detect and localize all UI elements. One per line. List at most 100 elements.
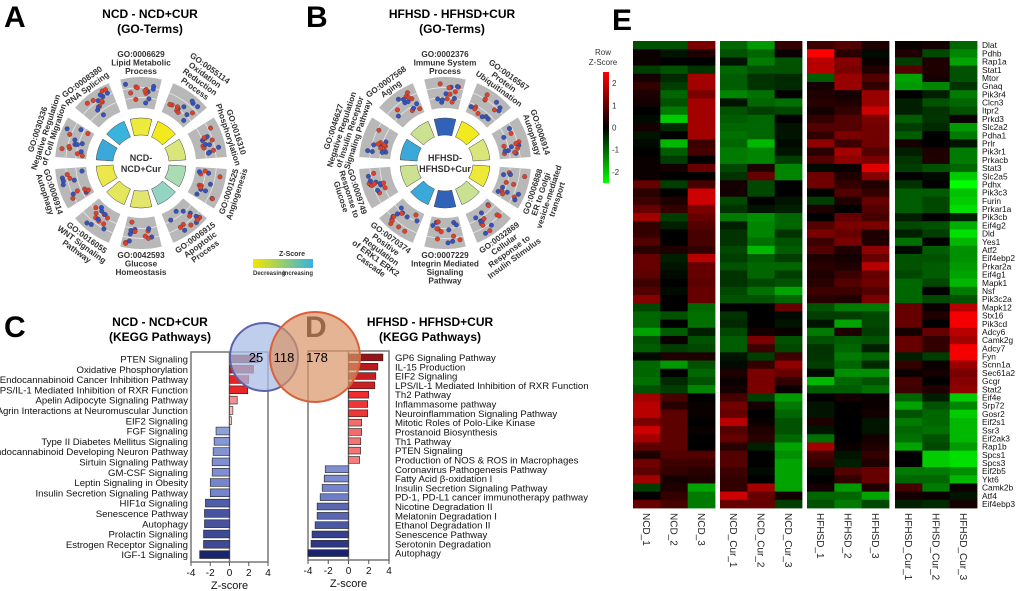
heatmap-cell — [861, 65, 890, 75]
venn-left-count: 25 — [249, 350, 263, 365]
gene-dot — [444, 96, 450, 102]
gene-dot — [414, 101, 420, 107]
heatmap-cell — [720, 344, 748, 353]
heatmap-cell — [922, 401, 951, 411]
heatmap-cell — [747, 475, 776, 484]
heatmap-cell — [807, 172, 835, 181]
heatmap-cell — [720, 73, 748, 83]
heatmap-cell — [861, 90, 890, 99]
gene-label: Rap1b — [982, 442, 1007, 452]
gene-label: Atf2 — [982, 245, 997, 255]
heatmap-cell — [807, 163, 835, 173]
gene-dot — [88, 222, 94, 227]
heatmap-cell — [861, 98, 890, 107]
heatmap-cell — [861, 172, 890, 181]
heatmap-cell — [861, 81, 890, 91]
gene-dot — [175, 109, 181, 115]
heatmap-cell — [895, 155, 923, 165]
heatmap-cell — [774, 172, 803, 181]
x-axis-label: Z-score — [330, 578, 367, 590]
heatmap-cell — [720, 204, 748, 214]
bar — [199, 550, 230, 559]
heatmap-cell — [747, 303, 776, 312]
heatmap-cell — [747, 368, 776, 378]
gene-label: Pik3c3 — [982, 188, 1007, 198]
heatmap-cell — [861, 237, 890, 247]
heatmap-cell — [949, 49, 978, 58]
gene-label: Eif4e — [982, 392, 1001, 402]
gene-dot — [434, 226, 440, 232]
heatmap-cell — [895, 262, 923, 271]
heatmap-cell — [687, 393, 716, 402]
heatmap-cell — [720, 139, 748, 148]
heatmap-cell — [774, 98, 803, 107]
category-label: Type II Diabetes Mellitus Signaling — [41, 437, 188, 448]
heatmap-cell — [807, 237, 835, 247]
heatmap-cell — [861, 278, 890, 288]
heatmap-cell — [687, 196, 716, 206]
heatmap-cell — [922, 270, 951, 279]
heatmap-cell — [774, 352, 803, 361]
heatmap-cell — [660, 147, 689, 157]
heatmap-cell — [895, 491, 923, 501]
heatmap-cell — [720, 442, 748, 452]
heatmap-cell — [895, 368, 923, 378]
x-tick-label: -4 — [304, 566, 313, 577]
heatmap-cell — [861, 385, 890, 394]
gene-label: Slc2a5 — [982, 171, 1008, 181]
heatmap-cell — [834, 172, 863, 181]
heatmap-cell — [922, 122, 951, 132]
heatmap-cell — [949, 327, 978, 337]
heatmap-cell — [633, 172, 661, 181]
heatmap-cell — [861, 294, 890, 304]
heatmap-cell — [861, 434, 890, 443]
heatmap-cell — [687, 106, 716, 116]
heatmap-cell — [861, 491, 890, 501]
heatmap-cell — [747, 286, 776, 296]
gene-dot — [496, 213, 502, 219]
gene-dot — [206, 170, 212, 176]
heatmap-cell — [660, 213, 689, 222]
heatmap-cell — [895, 172, 923, 181]
gene-label: Dld — [982, 229, 995, 239]
heatmap-cell — [660, 131, 689, 140]
heatmap-cell — [922, 417, 951, 427]
heatmap-cell — [807, 254, 835, 263]
heatmap-cell — [834, 385, 863, 394]
heatmap-cell — [949, 303, 978, 312]
heatmap-cell — [834, 229, 863, 239]
category-label: Senescence Pathway — [395, 530, 487, 541]
heatmap-cell — [747, 139, 776, 148]
heatmap-cell — [633, 221, 661, 230]
heatmap-cell — [922, 368, 951, 378]
heatmap-cell — [949, 475, 978, 484]
bar — [310, 540, 349, 548]
gene-dot — [483, 114, 489, 120]
heatmap-cell — [834, 73, 863, 83]
heatmap-cell — [774, 147, 803, 157]
panel-letter-c: C — [4, 311, 26, 344]
gene-label: Prlr — [982, 139, 995, 149]
heatmap-cell — [720, 426, 748, 435]
heatmap-cell — [861, 49, 890, 58]
bar — [204, 509, 230, 518]
heatmap-cell — [660, 360, 689, 370]
heatmap-cell — [922, 442, 951, 452]
heatmap-cell — [807, 114, 835, 124]
gene-dot — [435, 96, 441, 102]
heatmap-cell — [660, 352, 689, 361]
heatmap-cell — [895, 90, 923, 99]
heatmap-cell — [747, 122, 776, 132]
panel-a-subtitle: (GO-Terms) — [117, 22, 183, 36]
heatmap-cell — [949, 73, 978, 83]
category-label: GP6 Signaling Pathway — [395, 353, 496, 364]
category-label: PD-1, PD-L1 cancer immunotherapy pathway — [395, 493, 588, 504]
heatmap-cell — [660, 393, 689, 402]
gene-dot — [129, 219, 135, 225]
heatmap-cell — [949, 172, 978, 181]
heatmap-cell — [922, 409, 951, 419]
heatmap-cell — [687, 122, 716, 132]
heatmap-cell — [922, 467, 951, 476]
heatmap-cell — [834, 131, 863, 140]
panel-letter-b: B — [306, 1, 328, 34]
